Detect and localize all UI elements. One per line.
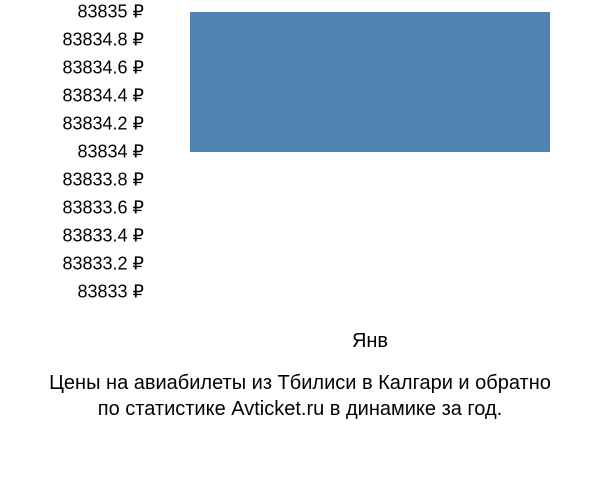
x-axis: Янв [150, 330, 590, 360]
x-tick-label: Янв [352, 330, 388, 353]
chart-area: 83835 ₽ 83834.8 ₽ 83834.6 ₽ 83834.4 ₽ 83834.… [0, 0, 600, 340]
y-tick-label: 83833.2 ₽ [62, 254, 144, 275]
caption-line-1: Цены на авиабилеты из Тбилиси в Калгари … [0, 370, 600, 396]
caption-line-2: по статистике Avticket.ru в динамике за … [0, 396, 600, 422]
caption: Цены на авиабилеты из Тбилиси в Калгари … [0, 370, 600, 422]
y-tick-label: 83833.6 ₽ [62, 198, 144, 219]
y-tick-label: 83833.8 ₽ [62, 170, 144, 191]
y-tick-label: 83834.2 ₽ [62, 114, 144, 135]
y-tick-label: 83835 ₽ [77, 2, 144, 23]
bar [190, 12, 551, 152]
y-axis: 83835 ₽ 83834.8 ₽ 83834.6 ₽ 83834.4 ₽ 83834.… [0, 0, 150, 340]
y-tick-label: 83834.8 ₽ [62, 30, 144, 51]
y-tick-label: 83834.6 ₽ [62, 58, 144, 79]
y-tick-label: 83833 ₽ [77, 282, 144, 303]
y-tick-label: 83834.4 ₽ [62, 86, 144, 107]
plot-area [150, 0, 590, 340]
y-tick-label: 83833.4 ₽ [62, 226, 144, 247]
y-tick-label: 83834 ₽ [77, 142, 144, 163]
